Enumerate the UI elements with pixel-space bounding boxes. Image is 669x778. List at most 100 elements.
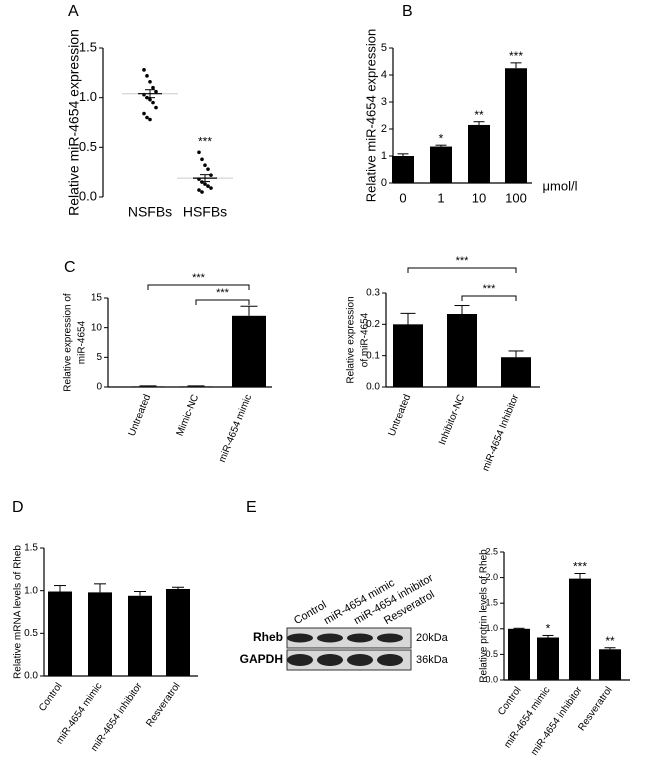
point bbox=[151, 85, 155, 90]
bracket bbox=[147, 284, 250, 290]
point bbox=[206, 184, 210, 188]
y-tick-label: 1.5 bbox=[79, 39, 97, 54]
lane-label: Control bbox=[292, 599, 329, 627]
x-tick-label: Untreated bbox=[387, 393, 414, 438]
row-size: 36kDa bbox=[416, 654, 449, 666]
point bbox=[148, 97, 152, 102]
x-unit: μmol/l bbox=[543, 178, 578, 193]
bar bbox=[166, 588, 190, 676]
bar bbox=[392, 156, 414, 183]
x-tick-label: Control bbox=[496, 685, 524, 718]
point bbox=[148, 79, 152, 84]
bracket bbox=[407, 267, 517, 273]
point bbox=[151, 100, 155, 105]
row-label: GAPDH bbox=[240, 652, 283, 666]
y-tick-label: 1.5 bbox=[485, 598, 498, 608]
bar bbox=[48, 591, 72, 676]
y-tick-label: 0 bbox=[96, 382, 102, 393]
bar bbox=[505, 68, 527, 183]
y-tick-label: 0.2 bbox=[366, 319, 380, 330]
y-tick-label: 2.5 bbox=[485, 546, 498, 556]
significance-label: *** bbox=[509, 49, 523, 63]
bar bbox=[128, 595, 152, 676]
y-tick-label: 0.0 bbox=[366, 382, 380, 393]
bar bbox=[179, 386, 213, 387]
point bbox=[197, 188, 201, 192]
x-tick-label: 1 bbox=[437, 190, 444, 205]
panel-letter: C bbox=[64, 259, 76, 276]
row-label: Rheb bbox=[253, 630, 283, 644]
x-tick-label: HSFBs bbox=[183, 204, 227, 220]
point bbox=[145, 115, 149, 120]
panel-letter: B bbox=[402, 3, 413, 20]
x-tick-label: Mimic-NC bbox=[175, 393, 202, 438]
y-tick-label: 2 bbox=[381, 123, 387, 135]
y-axis-label: Relative expression of bbox=[63, 293, 74, 392]
bar bbox=[131, 386, 165, 387]
y-tick-label: 0.0 bbox=[24, 671, 38, 682]
point bbox=[203, 163, 207, 168]
y-axis-label: Relative mRNA levels of Rheb bbox=[13, 545, 24, 679]
point bbox=[154, 105, 158, 110]
blot-band bbox=[347, 633, 373, 643]
bar bbox=[88, 592, 112, 676]
bracket bbox=[195, 299, 250, 305]
y-tick-label: 0.5 bbox=[24, 628, 38, 639]
point bbox=[197, 150, 201, 155]
bar bbox=[430, 146, 452, 183]
y-axis-label: Relative protrin levels of Rheb bbox=[479, 549, 490, 683]
y-tick-label: 1 bbox=[381, 150, 387, 162]
x-tick-label: 10 bbox=[472, 190, 486, 205]
x-tick-label: NSFBs bbox=[128, 204, 172, 220]
x-tick-label: miR-4654 mimic bbox=[217, 393, 254, 464]
y-tick-label: 2.0 bbox=[485, 572, 498, 582]
significance-label: *** bbox=[198, 134, 212, 148]
y-tick-label: 3 bbox=[381, 96, 387, 108]
point bbox=[203, 182, 207, 186]
blot-band bbox=[287, 654, 313, 666]
y-tick-label: 0.5 bbox=[79, 139, 97, 154]
y-tick-label: 0.5 bbox=[485, 649, 498, 659]
bar bbox=[501, 357, 531, 387]
point bbox=[209, 186, 213, 190]
x-tick-label: Resveratrol bbox=[144, 681, 182, 729]
point bbox=[142, 68, 146, 72]
bracket-label: *** bbox=[192, 272, 206, 284]
point bbox=[154, 89, 158, 94]
y-tick-label: 10 bbox=[91, 322, 103, 333]
x-tick-label: miR-4654 Inhibitor bbox=[480, 392, 521, 472]
x-tick-label: 100 bbox=[505, 190, 527, 205]
y-tick-label: 0 bbox=[381, 177, 387, 189]
significance-label: * bbox=[546, 622, 551, 636]
panel-letter: D bbox=[12, 499, 24, 516]
point bbox=[145, 74, 149, 78]
bar bbox=[508, 628, 530, 680]
y-axis-label: Relative miR-4654 expression bbox=[363, 29, 378, 202]
point bbox=[200, 157, 204, 162]
y-axis-label: of miR-4654 bbox=[360, 312, 371, 367]
y-tick-label: 5 bbox=[96, 352, 102, 363]
y-tick-label: 1.0 bbox=[485, 623, 498, 633]
point bbox=[206, 167, 210, 171]
bar bbox=[599, 649, 621, 680]
y-tick-label: 4 bbox=[381, 69, 387, 81]
blot-band bbox=[347, 654, 373, 666]
blot-band bbox=[317, 654, 343, 666]
point bbox=[148, 117, 152, 122]
y-tick-label: 5 bbox=[381, 42, 387, 54]
x-tick-label: Control bbox=[37, 681, 65, 714]
y-axis-label: Relative expression bbox=[346, 296, 357, 383]
row-size: 20kDa bbox=[416, 632, 449, 644]
significance-label: ** bbox=[605, 634, 615, 648]
bar bbox=[537, 637, 559, 680]
y-tick-label: 1.5 bbox=[24, 543, 38, 554]
bar bbox=[569, 578, 591, 680]
bar bbox=[468, 124, 490, 183]
bar bbox=[447, 313, 477, 387]
blot-band bbox=[377, 654, 403, 666]
x-tick-label: 0 bbox=[399, 190, 406, 205]
bracket bbox=[461, 295, 517, 301]
significance-label: * bbox=[439, 131, 444, 145]
x-tick-label: Untreated bbox=[127, 393, 154, 438]
